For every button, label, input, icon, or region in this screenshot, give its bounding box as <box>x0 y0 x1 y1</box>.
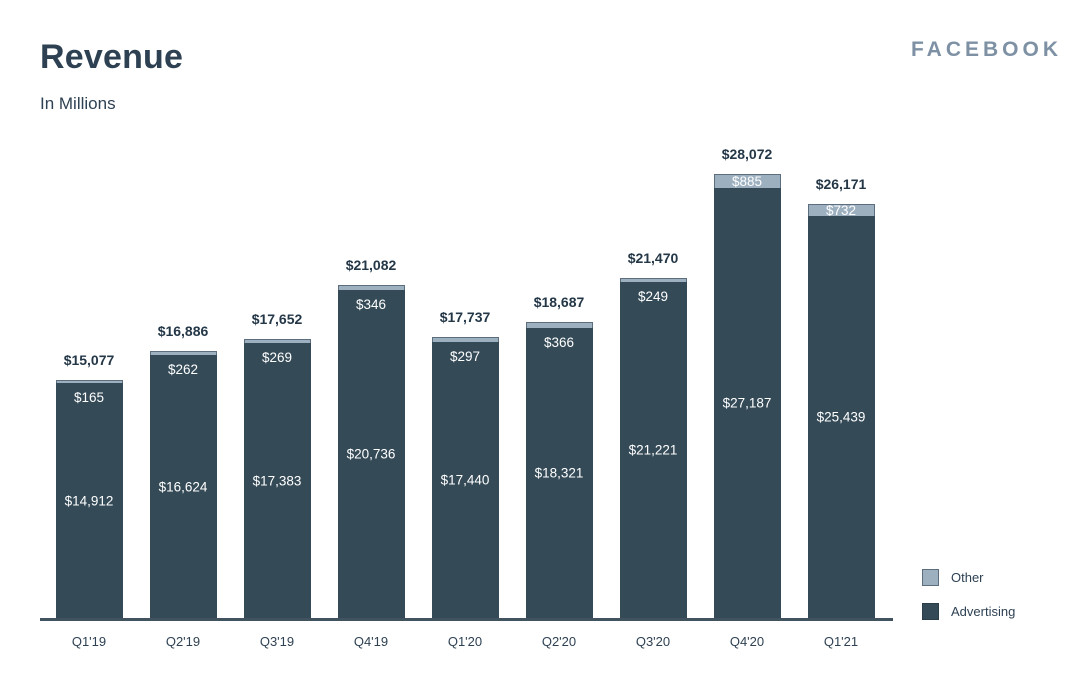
advertising-segment: $269 $17,383 <box>243 343 311 618</box>
other-value-below-strip: $249 <box>637 289 669 304</box>
legend-item-advertising: Advertising <box>922 603 1015 620</box>
other-segment: $732 <box>807 203 875 218</box>
bar-total-label: $16,886 <box>157 323 209 339</box>
x-axis-tick-label: Q1'20 <box>447 634 483 649</box>
advertising-value-label: $18,321 <box>534 465 584 481</box>
other-value-in-strip: $885 <box>731 174 763 189</box>
advertising-value-label: $21,221 <box>628 442 678 458</box>
other-segment: $366 <box>525 322 593 328</box>
x-axis-tick-label: Q3'20 <box>635 634 671 649</box>
other-value-below-strip: $346 <box>355 297 387 312</box>
advertising-value-label: $14,912 <box>64 493 114 508</box>
bar-group: $26,171 $732 $732 $25,439 <box>794 176 888 618</box>
page-title: Revenue <box>40 38 184 76</box>
bar: $269 $269 $17,383 <box>243 339 311 618</box>
advertising-legend-swatch-icon <box>922 603 939 620</box>
advertising-value-label: $16,624 <box>158 479 208 494</box>
other-value-below-strip: $165 <box>73 390 105 405</box>
bar-total-label: $17,737 <box>439 309 491 325</box>
advertising-value-label: $27,187 <box>722 395 772 411</box>
bar-group: $18,687 $366 $366 $18,321 <box>512 294 606 618</box>
other-segment: $262 <box>149 351 217 355</box>
other-segment: $249 <box>619 278 687 282</box>
advertising-segment: $249 $21,221 <box>619 282 687 618</box>
bar: $249 $249 $21,221 <box>619 278 687 618</box>
other-value-below-strip: $262 <box>167 362 199 377</box>
legend-item-other: Other <box>922 569 1015 586</box>
advertising-segment: $732 $25,439 <box>807 216 875 618</box>
advertising-value-label: $17,440 <box>440 472 490 488</box>
other-value-below-strip: $297 <box>449 349 481 364</box>
advertising-segment: $346 $20,736 <box>337 290 405 618</box>
x-axis-labels: Q1'19 Q2'19 Q3'19 Q4'19 Q1'20 Q2'20 Q3'2… <box>42 634 888 649</box>
bar: $366 $366 $18,321 <box>525 322 593 618</box>
advertising-value-label: $25,439 <box>816 409 866 425</box>
bar: $346 $346 $20,736 <box>337 285 405 618</box>
facebook-logo: FACEBOOK <box>910 38 1062 61</box>
legend-label-advertising: Advertising <box>951 604 1016 619</box>
advertising-segment: $165 $14,912 <box>55 383 123 618</box>
other-legend-swatch-icon <box>922 569 939 586</box>
x-axis-tick-label: Q1'19 <box>71 634 107 649</box>
other-segment: $269 <box>243 339 311 343</box>
other-value-below-strip: $366 <box>543 335 575 350</box>
advertising-segment: $262 $16,624 <box>149 355 217 618</box>
bar-group: $28,072 $885 $885 $27,187 <box>700 146 794 618</box>
bar: $262 $262 $16,624 <box>149 351 217 618</box>
bar-chart: $15,077 $165 $165 $14,912 $16,886 $262 $… <box>42 146 888 618</box>
x-axis-tick-label: Q4'20 <box>729 634 765 649</box>
other-value-below-strip: $269 <box>261 350 293 365</box>
bar-total-label: $26,171 <box>815 176 867 192</box>
x-axis-tick-label: Q2'19 <box>165 634 201 649</box>
bar-total-label: $17,652 <box>251 311 303 327</box>
other-segment: $297 <box>431 337 499 342</box>
x-axis-tick-label: Q1'21 <box>823 634 859 649</box>
legend: Other Advertising <box>922 569 1015 620</box>
bar: $732 $732 $25,439 <box>807 203 875 618</box>
bar-total-label: $21,470 <box>627 250 679 266</box>
bar-total-label: $21,082 <box>345 257 397 273</box>
x-axis-tick-label: Q4'19 <box>353 634 389 649</box>
advertising-segment: $297 $17,440 <box>431 342 499 618</box>
x-axis-line <box>40 618 893 621</box>
page-subtitle: In Millions <box>40 94 116 113</box>
other-segment: $346 <box>337 285 405 290</box>
bar-total-label: $28,072 <box>721 146 773 162</box>
advertising-segment: $366 $18,321 <box>525 328 593 618</box>
bar-total-label: $15,077 <box>63 352 115 368</box>
bar-group: $21,082 $346 $346 $20,736 <box>324 257 418 618</box>
x-axis-tick-label: Q2'20 <box>541 634 577 649</box>
bar: $885 $885 $27,187 <box>713 174 781 618</box>
other-value-in-strip: $732 <box>825 203 857 218</box>
bar-group: $17,737 $297 $297 $17,440 <box>418 309 512 618</box>
other-segment: $885 <box>713 174 781 189</box>
advertising-value-label: $17,383 <box>252 473 302 488</box>
bar-group: $21,470 $249 $249 $21,221 <box>606 250 700 618</box>
legend-label-other: Other <box>951 570 984 585</box>
bar: $165 $165 $14,912 <box>55 380 123 618</box>
advertising-value-label: $20,736 <box>346 446 396 462</box>
bar-group: $15,077 $165 $165 $14,912 <box>42 352 136 618</box>
bar-group: $16,886 $262 $262 $16,624 <box>136 323 230 618</box>
x-axis-tick-label: Q3'19 <box>259 634 295 649</box>
bar-total-label: $18,687 <box>533 294 585 310</box>
advertising-segment: $885 $27,187 <box>713 188 781 618</box>
other-segment: $165 <box>55 380 123 383</box>
bar: $297 $297 $17,440 <box>431 337 499 618</box>
bar-group: $17,652 $269 $269 $17,383 <box>230 311 324 618</box>
